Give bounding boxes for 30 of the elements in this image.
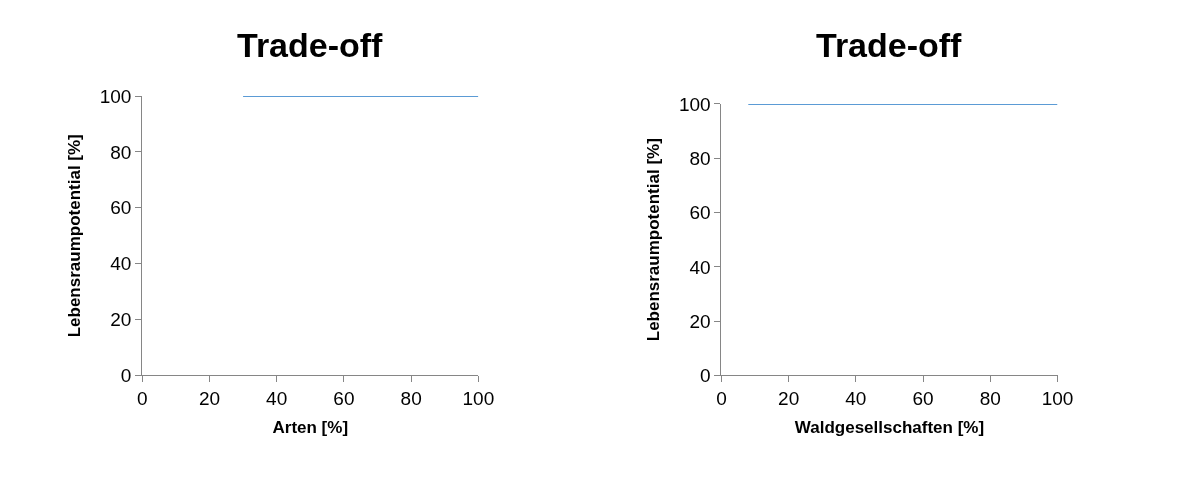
x-tick-label: 40 — [266, 388, 288, 410]
x-tick-label: 0 — [136, 388, 148, 410]
y-axis-title: Lebensraumpotential [%] — [65, 134, 85, 338]
y-tick-label: 80 — [110, 141, 132, 163]
x-tick-label: 80 — [979, 388, 1001, 410]
x-tick-label: 60 — [333, 388, 355, 410]
y-tick-label: 60 — [110, 197, 132, 219]
x-tick-label: 40 — [845, 388, 867, 410]
x-tick-label: 20 — [778, 388, 800, 410]
y-tick-label: 0 — [120, 365, 132, 387]
y-tick-label: 100 — [678, 93, 711, 115]
y-tick-label: 0 — [700, 365, 711, 387]
x-tick-label: 100 — [1041, 388, 1074, 410]
x-tick-label: 80 — [400, 388, 422, 410]
x-tick-label: 100 — [462, 388, 495, 410]
y-tick-label: 20 — [689, 310, 711, 332]
x-axis-title: Arten [%] — [272, 417, 349, 437]
x-tick-label: 0 — [716, 388, 727, 410]
x-tick-label: 60 — [912, 388, 934, 410]
chart-title: Trade-off — [237, 26, 384, 64]
y-tick-label: 40 — [689, 256, 711, 278]
x-tick-label: 20 — [198, 388, 221, 410]
x-axis-title: Waldgesellschaften [%] — [794, 417, 985, 437]
y-axis-title: Lebensraumpotential [%] — [644, 138, 664, 342]
y-tick-label: 100 — [99, 85, 132, 107]
chart-title: Trade-off — [816, 26, 963, 64]
y-tick-label: 60 — [689, 202, 711, 224]
y-tick-label: 80 — [689, 147, 711, 169]
y-tick-label: 40 — [110, 253, 132, 275]
y-tick-label: 20 — [110, 309, 132, 331]
